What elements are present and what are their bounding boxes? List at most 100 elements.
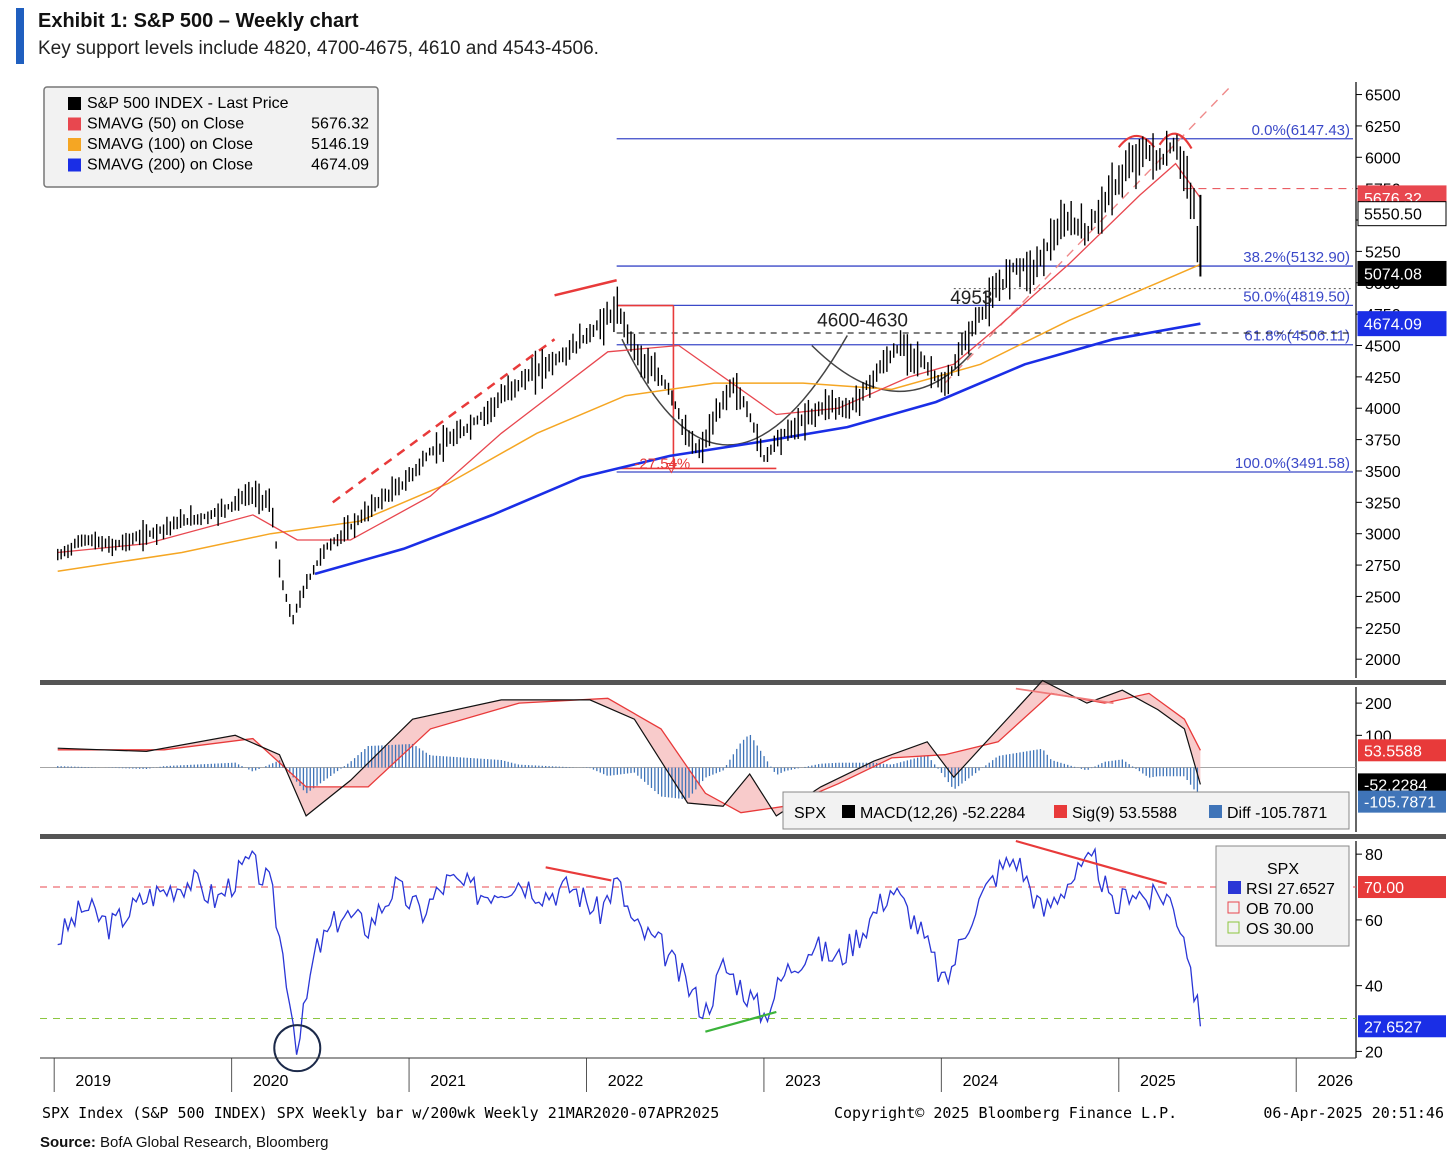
rsi-legend-rsi: RSI 27.6527: [1246, 881, 1335, 898]
legend-swatch: [68, 158, 81, 172]
footer-timestamp: 06-Apr-2025 20:51:46: [1263, 1104, 1444, 1122]
x-tick-label: 2022: [608, 1073, 644, 1090]
macd-legend-swatch: [842, 805, 855, 818]
rsi-value-tag: [1358, 1015, 1446, 1038]
legend-value: 5146.19: [311, 136, 369, 153]
rsi-value-tag: [1358, 876, 1446, 899]
rsi-legend: SPX RSI 27.6527 OB 70.00 OS 30.00: [1215, 845, 1350, 947]
macd-value-tag: [1358, 790, 1446, 813]
rsi-y-tick-label: 40: [1365, 979, 1383, 996]
legend-label: SMAVG (100) on Close: [87, 136, 253, 153]
price-overlays: [332, 87, 1353, 504]
legend-swatch: [68, 117, 81, 131]
source-line: Source: BofA Global Research, Bloomberg: [40, 1134, 329, 1151]
y-tick-label: 3250: [1365, 495, 1401, 512]
rsi-value-text: 70.00: [1364, 880, 1404, 897]
x-tick-label: 2024: [963, 1073, 999, 1090]
y-tick-label: 3750: [1365, 433, 1401, 450]
macd-line: [57, 679, 1201, 817]
y-tick-label: 2250: [1365, 621, 1401, 638]
chart-annotation: 4953: [950, 288, 992, 309]
exhibit-title: Exhibit 1: S&P 500 – Weekly chart: [38, 10, 359, 32]
bloomberg-chart: 0.0%(6147.43) 38.2%(5132.90) 50.0%(4819.50…: [40, 82, 1447, 1122]
y-tick-label: 4500: [1365, 338, 1401, 355]
macd-legend-swatch: [1054, 805, 1067, 818]
sma50-line: [57, 162, 1201, 554]
rsi-legend-os: OS 30.00: [1246, 921, 1314, 938]
x-tick-label: 2020: [253, 1073, 289, 1090]
macd-legend-swatch: [1209, 805, 1222, 818]
macd-value-text: 53.5588: [1364, 743, 1422, 760]
legend-value: 4674.09: [311, 157, 369, 174]
panel-divider: [40, 834, 1446, 839]
macd-value-tag: [1358, 773, 1446, 796]
cup-arc: [621, 335, 848, 446]
sma200-line: [314, 322, 1201, 576]
macd-right-labels: 53.5588 -52.2284-105.7871: [1358, 739, 1446, 813]
footer-copyright: Copyright© 2025 Bloomberg Finance L.P.: [834, 1104, 1177, 1122]
rsi-line: [57, 846, 1202, 1055]
macd-value-text: -52.2284: [1364, 777, 1427, 794]
fib-label: 100.0%(3491.58): [1235, 455, 1350, 472]
rsi-divergence-2024: [1015, 839, 1167, 885]
y-tick-label: 2000: [1365, 652, 1401, 669]
y-tick-label: 3000: [1365, 527, 1401, 544]
rsi-legend-prefix: SPX: [1267, 861, 1299, 878]
x-tick-label: 2019: [75, 1073, 111, 1090]
time-axis: 2019 2020 2021 2022 2023 2024 2025 2026: [40, 1057, 1356, 1092]
rsi-panel: 80 60 40 20 70.00 27.6527 SPX RSI 27.6527 OB 7…: [40, 834, 1446, 1073]
legend-value: 5676.32: [311, 116, 369, 133]
rsi-legend-ob: OB 70.00: [1246, 901, 1314, 918]
panel-divider: [40, 680, 1446, 685]
price-legend: S&P 500 INDEX - Last Price SMAVG (50) on …: [43, 86, 379, 188]
y-tick-label: 2750: [1365, 558, 1401, 575]
rsi-y-tick-label: 20: [1365, 1044, 1383, 1061]
y-tick-label: 4000: [1365, 401, 1401, 418]
footer-info: SPX Index (S&P 500 INDEX) SPX Weekly bar…: [42, 1104, 719, 1122]
source-text: BofA Global Research, Bloomberg: [100, 1134, 329, 1151]
x-tick-label: 2021: [430, 1073, 466, 1090]
fib-label: 50.0%(4819.50): [1243, 288, 1350, 305]
price-value-tag: [1357, 260, 1447, 286]
price-value-tag: [1357, 201, 1447, 227]
legend-label: S&P 500 INDEX - Last Price: [87, 95, 289, 112]
rsi-grid: [40, 834, 1446, 1058]
rsi-right-labels: 70.00 27.6527: [1358, 876, 1446, 1038]
price-annotations: 4600-4630 4953 -27.54%: [634, 288, 993, 474]
rsi-axis: 80 60 40 20: [1356, 847, 1383, 1061]
y-tick-label: 3500: [1365, 464, 1401, 481]
rsi-bullish-divergence: [705, 1010, 777, 1033]
x-tick-label: 2026: [1317, 1073, 1353, 1090]
macd-y-tick-label: 200: [1365, 696, 1392, 713]
legend-box: [43, 86, 379, 188]
trend-channel-2023: [944, 87, 1230, 384]
macd-legend-diff: Diff -105.7871: [1227, 805, 1327, 822]
price-panel: 0.0%(6147.43) 38.2%(5132.90) 50.0%(4819.50…: [43, 82, 1447, 678]
rsi-value-text: 27.6527: [1364, 1019, 1422, 1036]
macd-series: [57, 679, 1201, 817]
macd-legend-prefix: SPX: [794, 805, 826, 822]
trend-channel-2020: [332, 338, 556, 504]
price-series: [57, 130, 1202, 625]
rsi-y-tick-label: 80: [1365, 847, 1383, 864]
price-value-text: 5550.50: [1364, 207, 1422, 224]
macd-legend-sig: Sig(9) 53.5588: [1072, 805, 1177, 822]
macd-value-tag: [1358, 739, 1446, 762]
rsi-low-circle: [273, 1024, 322, 1073]
fib-label: 0.0%(6147.43): [1252, 122, 1350, 139]
rsi-legend-swatch: [1227, 901, 1240, 914]
rsi-divergence-2021: [545, 866, 612, 882]
divergence-line: [554, 279, 617, 297]
x-tick-label: 2025: [1140, 1073, 1176, 1090]
exhibit-subtitle: Key support levels include 4820, 4700-46…: [38, 38, 599, 59]
legend-swatch: [68, 97, 81, 110]
rsi-legend-swatch: [1227, 921, 1240, 934]
x-tick-label: 2023: [785, 1073, 821, 1090]
handle-arc: [811, 344, 973, 393]
legend-label: SMAVG (200) on Close: [87, 157, 253, 174]
sma100-line: [57, 263, 1201, 573]
y-tick-label: 6000: [1365, 150, 1401, 167]
